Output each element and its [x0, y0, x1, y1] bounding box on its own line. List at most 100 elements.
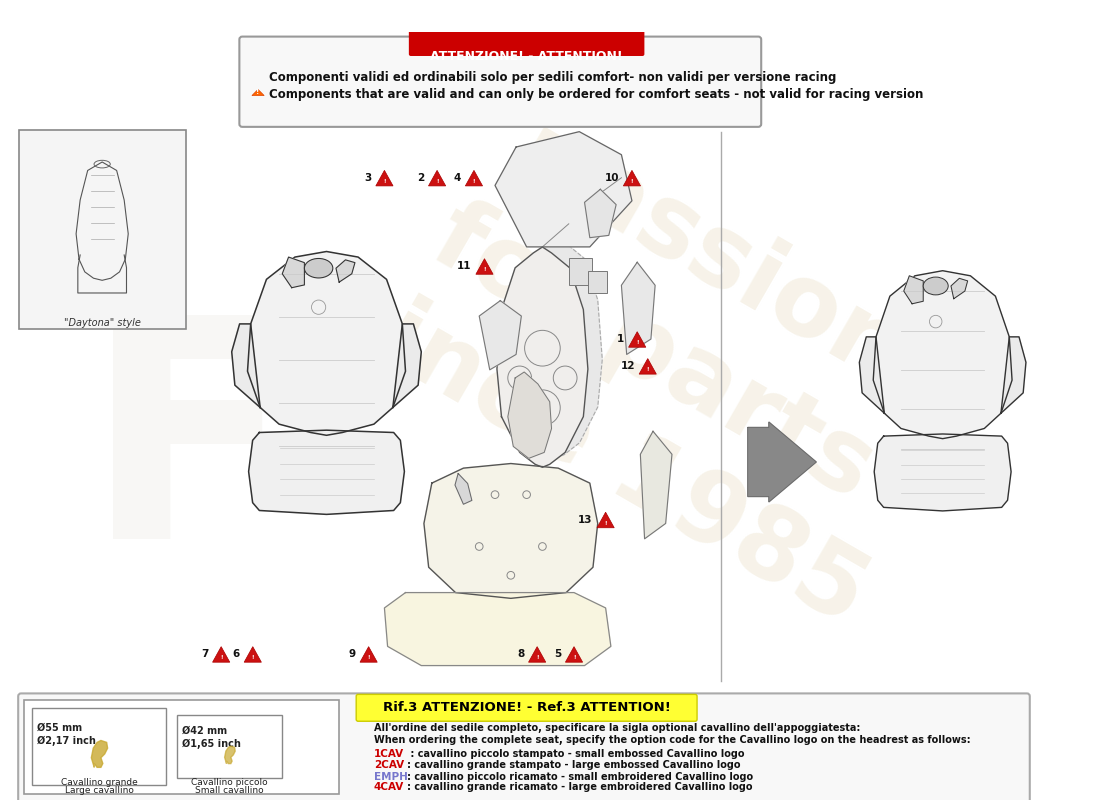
- FancyBboxPatch shape: [356, 694, 697, 722]
- Text: !: !: [256, 90, 260, 95]
- Text: Large cavallino: Large cavallino: [65, 786, 133, 795]
- Polygon shape: [1001, 337, 1026, 414]
- Polygon shape: [480, 301, 521, 370]
- Text: !: !: [536, 655, 538, 660]
- Polygon shape: [597, 512, 614, 528]
- Polygon shape: [748, 422, 816, 502]
- Text: 4: 4: [453, 173, 461, 183]
- Text: Ø55 mm: Ø55 mm: [37, 723, 82, 733]
- Text: Componenti validi ed ordinabili solo per sedili comfort- non validi per versione: Componenti validi ed ordinabili solo per…: [268, 71, 836, 84]
- Polygon shape: [91, 741, 108, 767]
- Ellipse shape: [305, 258, 333, 278]
- Polygon shape: [465, 170, 483, 186]
- FancyBboxPatch shape: [24, 700, 339, 794]
- Text: !: !: [630, 179, 634, 184]
- Text: Components that are valid and can only be ordered for comfort seats - not valid : Components that are valid and can only b…: [268, 88, 923, 102]
- Polygon shape: [212, 646, 230, 662]
- Text: !: !: [647, 367, 649, 372]
- Text: !: !: [367, 655, 370, 660]
- Text: ATTENZIONE! - ATTENTION!: ATTENZIONE! - ATTENTION!: [430, 50, 623, 63]
- Text: All'ordine del sedile completo, specificare la sigla optional cavallino dell'app: All'ordine del sedile completo, specific…: [374, 723, 860, 733]
- Text: 13: 13: [579, 515, 593, 525]
- Polygon shape: [640, 431, 672, 539]
- Text: 2: 2: [417, 173, 425, 183]
- FancyBboxPatch shape: [19, 130, 186, 330]
- Polygon shape: [497, 247, 587, 467]
- Polygon shape: [639, 358, 657, 374]
- Text: 4CAV: 4CAV: [374, 782, 404, 792]
- Polygon shape: [393, 324, 421, 407]
- Polygon shape: [384, 593, 610, 666]
- Polygon shape: [873, 270, 1012, 438]
- Text: Rif.3 ATTENZIONE! - Ref.3 ATTENTION!: Rif.3 ATTENZIONE! - Ref.3 ATTENTION!: [383, 702, 671, 714]
- Text: !: !: [573, 655, 575, 660]
- FancyBboxPatch shape: [409, 23, 645, 56]
- Text: passion
for parts
since 1985: passion for parts since 1985: [310, 64, 996, 645]
- Text: 1: 1: [617, 334, 625, 345]
- Text: F: F: [86, 306, 294, 603]
- Text: 7: 7: [201, 650, 208, 659]
- Polygon shape: [874, 434, 1011, 511]
- Polygon shape: [249, 430, 405, 514]
- Polygon shape: [565, 646, 583, 662]
- Polygon shape: [424, 463, 597, 598]
- Polygon shape: [621, 262, 656, 354]
- Text: Cavallino grande: Cavallino grande: [60, 778, 138, 787]
- Ellipse shape: [923, 277, 948, 295]
- Text: 10: 10: [605, 173, 619, 183]
- Text: 5: 5: [553, 650, 561, 659]
- Text: Ø42 mm: Ø42 mm: [183, 726, 228, 736]
- Polygon shape: [508, 372, 551, 458]
- Text: !: !: [473, 179, 475, 184]
- Polygon shape: [512, 238, 603, 458]
- Polygon shape: [495, 132, 631, 247]
- Polygon shape: [224, 746, 235, 764]
- Text: 11: 11: [458, 262, 472, 271]
- FancyBboxPatch shape: [240, 37, 761, 127]
- Text: Ø2,17 inch: Ø2,17 inch: [37, 735, 96, 746]
- Text: !: !: [604, 521, 607, 526]
- Text: !: !: [252, 655, 254, 660]
- Text: : cavallino grande ricamato - large embroidered Cavallino logo: : cavallino grande ricamato - large embr…: [407, 782, 752, 792]
- Text: : cavallino grande stampato - large embossed Cavallino logo: : cavallino grande stampato - large embo…: [407, 760, 741, 770]
- FancyBboxPatch shape: [19, 694, 1030, 800]
- Bar: [177, 715, 283, 778]
- Text: When ordering the complete seat, specify the option code for the Cavallino logo : When ordering the complete seat, specify…: [374, 735, 970, 746]
- Polygon shape: [476, 258, 493, 274]
- Polygon shape: [232, 324, 260, 407]
- Text: 6: 6: [232, 650, 240, 659]
- Polygon shape: [336, 260, 355, 282]
- Polygon shape: [584, 190, 616, 238]
- Polygon shape: [248, 251, 406, 435]
- Polygon shape: [455, 474, 472, 504]
- Polygon shape: [376, 170, 393, 186]
- Text: Ø1,65 inch: Ø1,65 inch: [183, 738, 241, 749]
- Polygon shape: [952, 278, 968, 298]
- Polygon shape: [252, 90, 264, 95]
- Text: !: !: [483, 267, 486, 273]
- Bar: [32, 708, 166, 785]
- Text: "Daytona" style: "Daytona" style: [64, 318, 141, 327]
- Polygon shape: [859, 337, 884, 414]
- Polygon shape: [904, 276, 923, 304]
- Text: 8: 8: [517, 650, 525, 659]
- Text: !: !: [383, 179, 386, 184]
- Polygon shape: [624, 170, 640, 186]
- Polygon shape: [528, 646, 546, 662]
- Bar: [569, 258, 592, 286]
- Text: 12: 12: [620, 362, 635, 371]
- Text: 3: 3: [364, 173, 372, 183]
- Polygon shape: [429, 170, 446, 186]
- Polygon shape: [360, 646, 377, 662]
- Polygon shape: [283, 257, 305, 288]
- Text: !: !: [220, 655, 222, 660]
- Polygon shape: [244, 646, 262, 662]
- Polygon shape: [628, 332, 646, 347]
- Text: Small cavallino: Small cavallino: [196, 786, 264, 795]
- Text: 2CAV: 2CAV: [374, 760, 404, 770]
- Text: Cavallino piccolo: Cavallino piccolo: [191, 778, 268, 787]
- Bar: [587, 271, 607, 293]
- Text: : cavallino piccolo stampato - small embossed Cavallino logo: : cavallino piccolo stampato - small emb…: [407, 749, 745, 758]
- Text: : cavallino piccolo ricamato - small embroidered Cavallino logo: : cavallino piccolo ricamato - small emb…: [407, 771, 754, 782]
- Text: !: !: [436, 179, 438, 184]
